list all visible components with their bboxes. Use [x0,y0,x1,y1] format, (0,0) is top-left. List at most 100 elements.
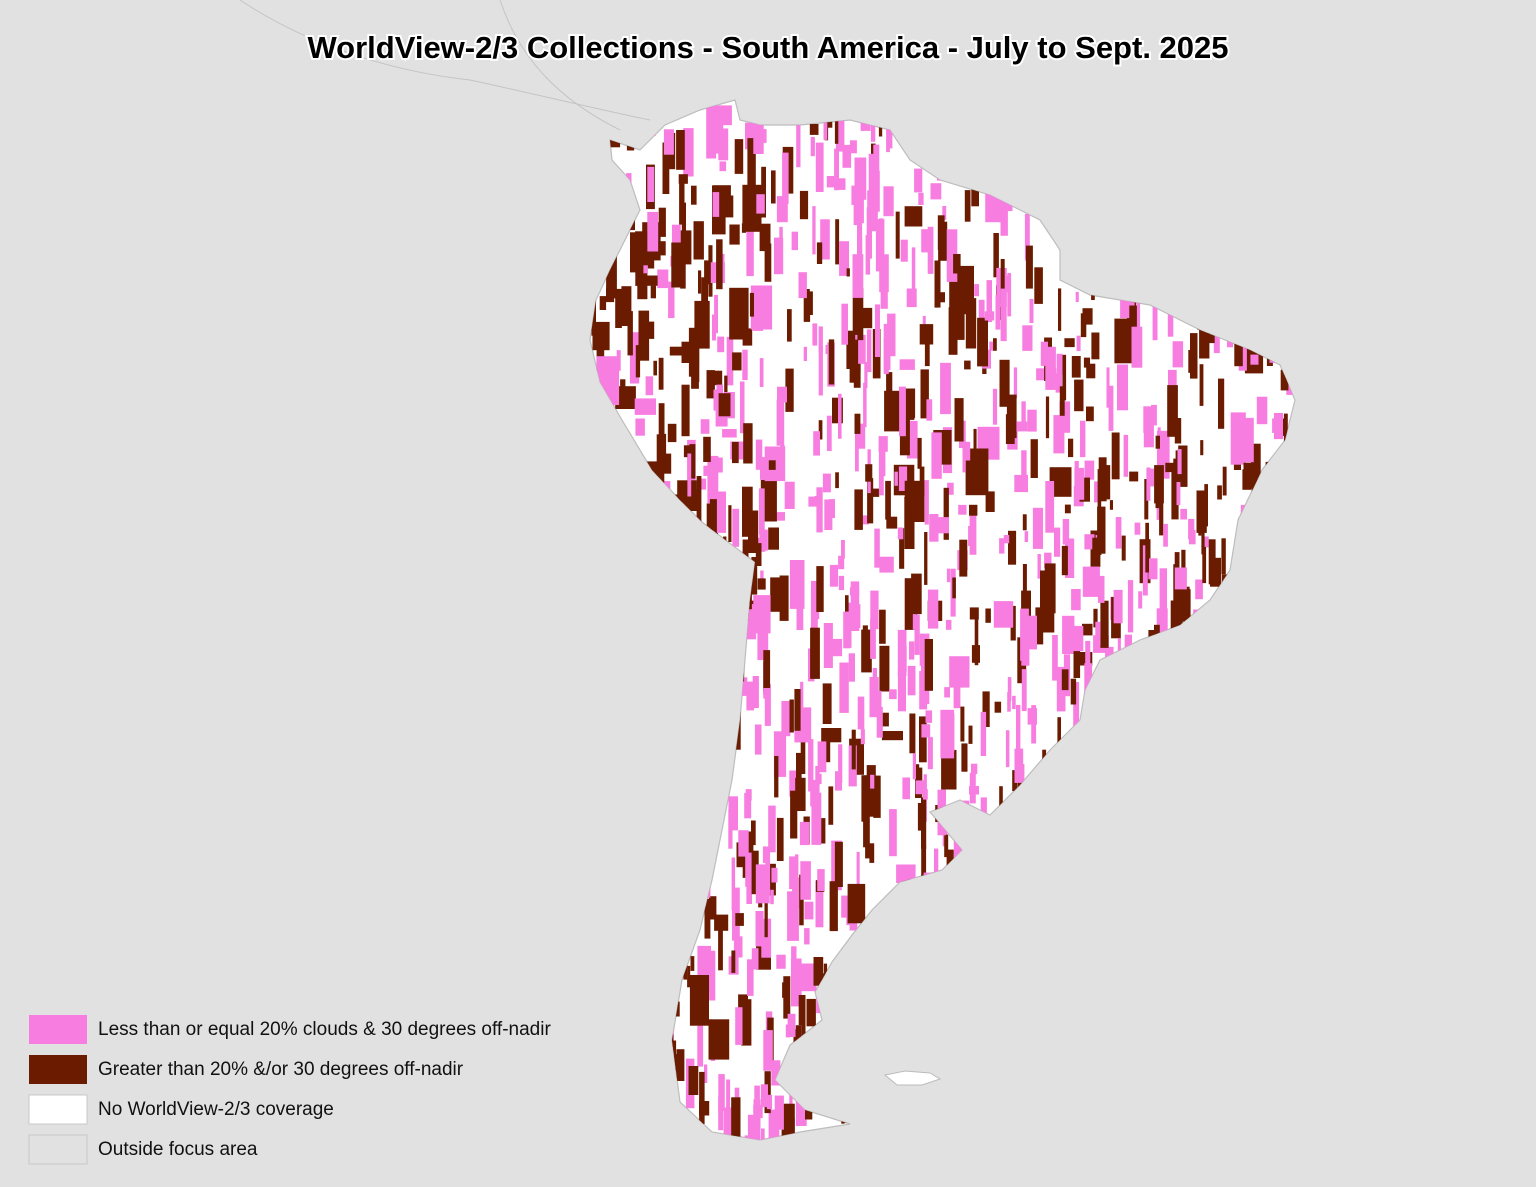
collection-strip [882,712,889,727]
collection-strip [818,420,823,440]
collection-strip [709,499,718,548]
collection-strip [954,398,964,442]
collection-strip [751,850,759,895]
collection-strip [794,689,801,731]
collection-strip [663,433,667,472]
collection-strip [886,113,890,153]
collection-strip [897,527,904,540]
collection-strip [1021,450,1027,481]
collection-strip [826,415,832,451]
collection-strip [1176,482,1181,506]
collection-strip [1041,598,1055,633]
collection-strip [937,215,945,250]
collection-strip [1109,500,1113,510]
collection-strip [1032,507,1043,549]
collection-strip [880,281,888,309]
collection-strip [712,192,720,217]
collection-strip [1146,467,1151,501]
collection-strip [852,254,864,298]
collection-strip [1221,538,1226,575]
collection-strip [781,1103,795,1140]
collection-strip [985,491,995,512]
collection-strip [756,194,765,214]
collection-strip [1016,704,1021,754]
collection-strip [917,803,926,831]
collection-strip [816,566,824,612]
collection-strip [895,211,900,259]
collection-strip [952,577,956,599]
collection-strip [1046,511,1054,530]
collection-strip [635,345,641,378]
collection-strip [883,338,889,375]
collection-strip [674,1054,681,1070]
collection-strip [857,207,863,260]
collection-strip [800,861,811,900]
collection-strip [994,701,1002,713]
collection-strip [816,487,823,533]
central-america-coast [499,0,621,131]
collection-strip [919,716,927,763]
collection-strip [722,429,737,438]
collection-strip [653,360,657,376]
collection-strip [787,1013,796,1037]
collection-strip [1020,608,1029,661]
collection-strip [1074,379,1084,412]
collection-strip [592,333,597,347]
collection-strip [757,578,766,590]
collection-strip [747,1114,754,1140]
collection-strip [906,288,917,308]
collection-strip [1123,434,1129,477]
collection-strip [1084,534,1095,550]
collection-strip [857,288,864,341]
collection-strip [728,796,738,831]
collection-strip [841,540,845,559]
collection-strip [1052,635,1058,681]
collection-strip [1030,439,1038,478]
collection-strip [1073,640,1081,678]
collection-strip [734,139,744,174]
collection-strip [703,436,711,462]
collection-strip [919,671,928,710]
collection-strip [663,481,671,490]
collection-strip [947,850,953,867]
collection-strip [828,786,834,825]
collection-strip [731,950,736,973]
collection-strip [1056,353,1063,375]
collection-strip [956,310,965,340]
collection-strip [929,514,939,542]
collection-strip [1222,466,1227,496]
collection-strip [834,148,839,191]
collection-strip [749,292,754,317]
collection-strip [1156,437,1168,447]
collection-strip [643,265,648,274]
collection-strip [1013,367,1018,399]
collection-strip [1044,563,1056,614]
collection-strip [718,1074,725,1111]
collection-strip [1243,462,1253,484]
falkland-islands [883,1070,942,1086]
collection-strip [779,575,789,621]
collection-strip [768,527,779,550]
legend-label: Outside focus area [98,1139,258,1160]
collection-strip [1070,678,1077,705]
collection-strip [1024,531,1029,542]
collection-strip [718,1096,724,1131]
collection-strip [1062,519,1070,545]
collection-strip [1152,296,1158,341]
collection-strip [743,423,753,464]
collection-strip [733,936,743,958]
collection-strip [759,358,764,387]
collection-strip [804,928,810,945]
collection-strip [696,476,702,524]
collection-strip [703,465,713,476]
collection-strip [999,538,1005,554]
collection-strip [1165,462,1176,473]
collection-strip [1053,415,1065,454]
collection-strip [716,491,726,533]
collection-strip [752,676,759,708]
collection-strip [799,821,810,846]
collection-strip [879,556,894,573]
collection-strip [1200,440,1204,456]
collection-strip [1173,564,1179,616]
